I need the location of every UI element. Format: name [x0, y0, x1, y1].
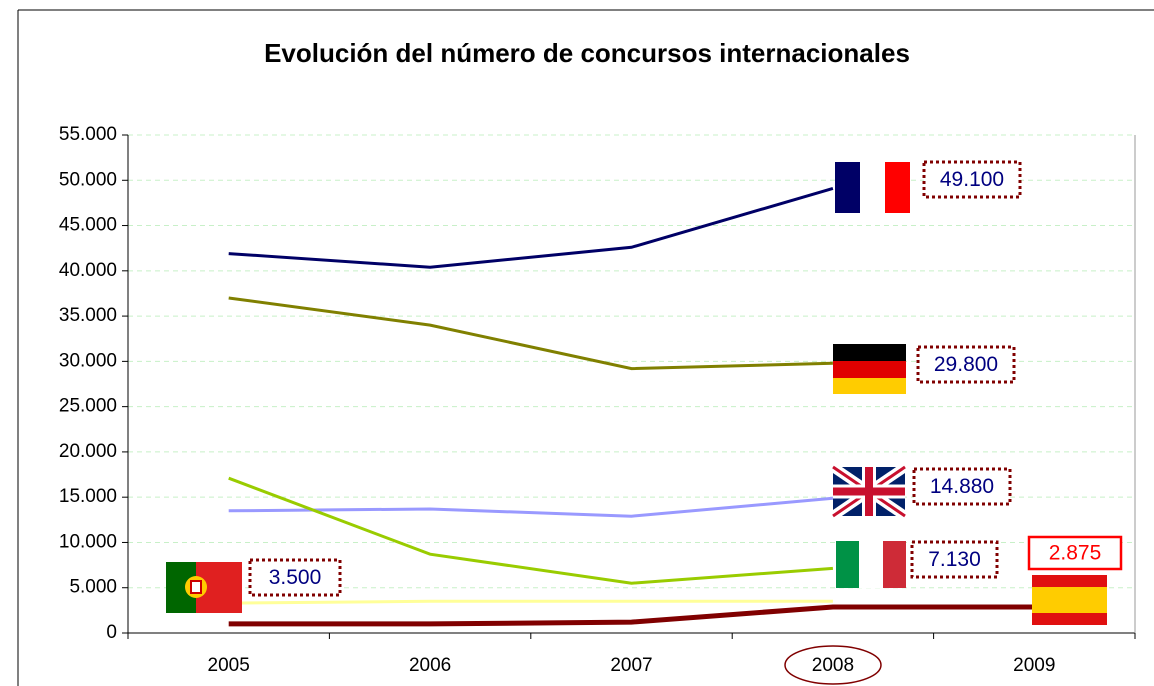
series-line [228, 599, 833, 605]
y-tick-label: 45.000 [59, 215, 117, 236]
flag [833, 378, 906, 394]
flag [833, 344, 906, 361]
flag [1032, 575, 1107, 587]
value-label-box [922, 160, 1022, 199]
value-label-box [248, 558, 342, 597]
y-tick-label: 40.000 [59, 260, 117, 281]
value-label-box [1027, 535, 1123, 571]
y-tick-label: 55.000 [59, 124, 117, 145]
flag [1032, 613, 1107, 625]
value-label: 7.130 [928, 548, 981, 571]
x-tick-label: 2007 [610, 655, 652, 676]
y-tick-label: 25.000 [59, 396, 117, 417]
chart-title: Evolución del número de concursos intern… [264, 38, 910, 68]
x-tick-label: 2006 [409, 655, 451, 676]
value-label-box [910, 540, 999, 579]
highlight-ellipse [784, 645, 882, 685]
value-label: 29.800 [934, 353, 998, 376]
value-label: 2.875 [1049, 542, 1102, 565]
series-line [228, 476, 834, 585]
y-tick-label: 20.000 [59, 441, 117, 462]
x-tick-label: 2009 [1013, 655, 1055, 676]
y-tick-label: 35.000 [59, 305, 117, 326]
flag [836, 541, 859, 588]
flag [860, 162, 885, 213]
flag [1032, 587, 1107, 613]
x-tick-label: 2008 [812, 655, 854, 676]
flag [830, 462, 908, 521]
flag [833, 361, 906, 378]
y-tick-label: 30.000 [59, 350, 117, 371]
flag [835, 162, 860, 213]
flags [166, 162, 1107, 625]
y-tick-label: 10.000 [59, 531, 117, 552]
y-tick-label: 0 [106, 622, 117, 643]
y-tick-label: 50.000 [59, 169, 117, 190]
series-line [228, 496, 834, 518]
value-label: 14.880 [930, 475, 994, 498]
x-tick-label: 2005 [208, 655, 250, 676]
flag [883, 541, 906, 588]
series-line [228, 296, 833, 371]
flag [859, 541, 883, 588]
value-label-box [916, 345, 1016, 384]
value-label-box [912, 467, 1012, 506]
series-line [228, 604, 1035, 627]
flag [885, 162, 910, 213]
y-tick-label: 5.000 [69, 577, 117, 598]
value-label: 3.500 [269, 566, 322, 589]
y-tick-label: 15.000 [59, 486, 117, 507]
series-line [228, 186, 834, 269]
value-label: 49.100 [940, 168, 1004, 191]
flag [190, 580, 202, 594]
